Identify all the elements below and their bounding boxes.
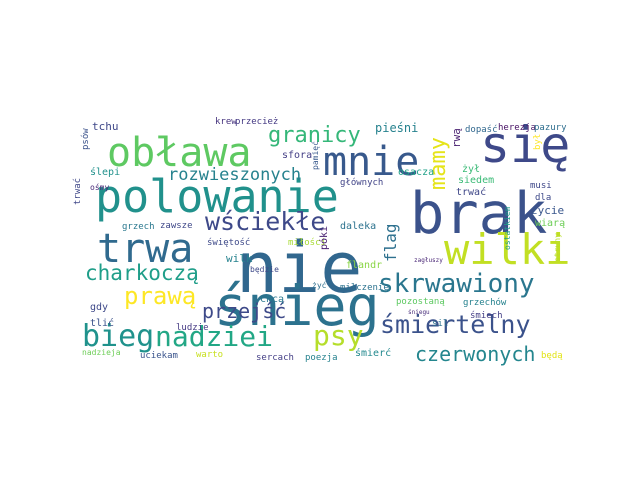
word-osacza: osacza <box>398 167 434 178</box>
word-dla: dla <box>535 193 551 203</box>
word-pamiec: pamięć <box>310 141 320 170</box>
word-poki: póki <box>318 226 330 250</box>
word-tlic: tlić <box>90 317 114 329</box>
word-rwa: rwą <box>450 128 463 148</box>
word-zagluszy: zagłuszy <box>414 257 443 264</box>
word-zyl: żył <box>462 164 480 175</box>
word-musi: musi <box>530 181 552 191</box>
cloud-background <box>80 112 580 372</box>
word-wilk: wilk <box>226 252 253 265</box>
word-nadzieja: nadzieja <box>82 348 121 357</box>
word-warto: warto <box>196 350 223 360</box>
word-smiertelny: śmiertelny <box>380 310 531 339</box>
word-trwa: trwa <box>97 226 193 272</box>
word-wiara: wiarą <box>535 218 565 229</box>
word-grzech: grzech <box>122 222 155 232</box>
word-smierc: śmierć <box>355 347 391 359</box>
word-polowanie: polowanie <box>95 170 339 223</box>
word-zawsze: zawsze <box>160 221 193 231</box>
word-trwac-side: trwać <box>72 178 83 205</box>
word-flandr: flandr <box>346 260 382 271</box>
word-oblawa: obława <box>107 130 252 176</box>
word-flag: flag <box>381 223 400 262</box>
word-pazury: pazury <box>534 123 567 133</box>
word-przejsc: przejść <box>202 299 286 323</box>
word-poezja: poezja <box>305 353 338 363</box>
word-sie: się <box>480 116 570 174</box>
word-bieg: bieg <box>82 319 154 354</box>
word-nie: nie <box>236 227 362 309</box>
word-zyc: żyć <box>312 280 327 290</box>
word-sercach: sercach <box>256 353 294 363</box>
word-sniegu: śniegu <box>408 309 430 316</box>
word-gdy: gdy <box>90 302 108 313</box>
word-smiech: śmiech <box>470 310 503 321</box>
word-daleka: daleka <box>340 221 376 232</box>
word-snieg: śnieg <box>214 274 380 338</box>
word-czerwonych: czerwonych <box>415 342 535 366</box>
word-ostatkiem: ostatkiem <box>503 206 512 250</box>
word-struny: struny <box>553 233 562 262</box>
word-grzechow: grzechów <box>463 297 507 308</box>
word-ludzie: ludzie <box>176 323 209 333</box>
word-wsciekle: wściekłe <box>205 207 325 236</box>
word-pozostana: pozostaną <box>396 297 445 307</box>
word-byl: był <box>533 134 543 150</box>
word-tchu: tchu <box>92 120 119 133</box>
word-przeciez: przecież <box>235 117 278 127</box>
word-skrwawiony: skrwawiony <box>378 269 535 299</box>
word-trwac: trwać <box>456 186 486 198</box>
word-dopasc: dopaść <box>465 124 498 135</box>
word-sfora: sfora <box>282 150 312 161</box>
word-zycie: życie <box>531 204 564 217</box>
word-beda: będą <box>541 351 563 361</box>
word-bedzie: będzie <box>250 265 279 274</box>
word-siedem: siedem <box>458 175 494 186</box>
word-sil: sil <box>432 319 448 329</box>
word-mamy: mamy <box>426 137 451 190</box>
word-glownych: głównych <box>340 177 383 188</box>
word-nadziei: nadziei <box>155 320 273 353</box>
word-chca: chcą <box>260 294 284 305</box>
word-psy: psy <box>313 319 364 352</box>
word-swietosc: świętość <box>207 237 250 248</box>
word-granicy: granicy <box>268 123 361 148</box>
word-psow: psów <box>80 128 91 150</box>
word-piesni: pieśni <box>375 121 418 135</box>
word-charkocza: charkoczą <box>85 261 199 285</box>
word-mnie: mnie <box>323 139 419 185</box>
word-rozwieszonych: rozwieszonych <box>168 165 301 185</box>
word-oslep: ślepi <box>90 166 120 178</box>
word-krew: krew <box>215 117 237 127</box>
word-osmy: ośmy <box>90 182 109 192</box>
word-uciekam: uciekam <box>140 351 178 361</box>
word-brak: brak <box>410 181 547 247</box>
word-milczenie: milczenie <box>340 283 389 293</box>
word-wilki: wilki <box>444 225 570 274</box>
word-prawa: prawą <box>124 282 196 310</box>
word-herezja: herezja <box>498 123 536 133</box>
word-milosci: miłości <box>288 237 326 248</box>
